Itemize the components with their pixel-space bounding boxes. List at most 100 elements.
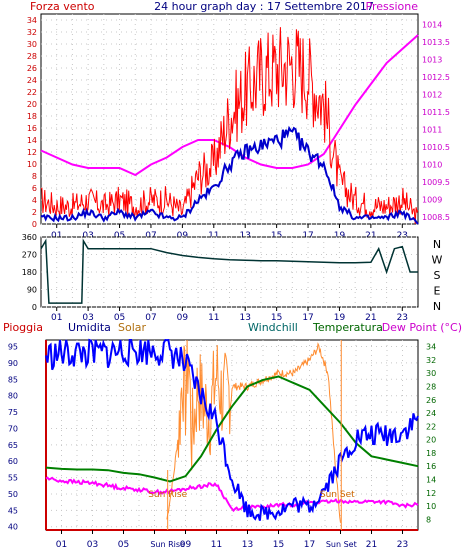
humidity-label: Umidita — [68, 321, 111, 334]
wind-tick-label: 32 — [27, 28, 37, 37]
degree-tick-label: 270 — [22, 251, 37, 260]
x-tick-label: 21 — [365, 313, 376, 323]
x-tick-label: 17 — [302, 231, 313, 241]
x-tick-label: 23 — [397, 231, 408, 241]
compass-tick-label: S — [434, 269, 441, 282]
x-tick-label: 09 — [180, 540, 192, 550]
x-tick-label: 07 — [145, 313, 156, 323]
temperature-tick-label: 34 — [426, 343, 436, 352]
panel-humidity-temperature: Pioggia Umidita Solar Windchill Temperat… — [3, 321, 462, 550]
temperature-tick-label: 32 — [426, 356, 436, 365]
wind-tick-label: 30 — [27, 40, 37, 49]
wind-tick-label: 26 — [27, 64, 37, 73]
sunrise-label: Sun Rise — [148, 490, 187, 500]
windchill-label: Windchill — [248, 321, 298, 334]
compass-tick-label: N — [433, 300, 441, 313]
dewpoint-line — [45, 476, 419, 513]
x-tick-label: 09 — [177, 313, 189, 323]
humidity-tick-label: 80 — [8, 392, 18, 401]
wind-direction-line — [40, 238, 418, 304]
compass-tick-label: W — [432, 254, 443, 267]
x-tick-label: 11 — [208, 313, 219, 323]
compass-tick-label: E — [434, 285, 441, 298]
dewpoint-label: Dew Point (°C) — [382, 321, 462, 334]
sunset-axis-label: Sun Set — [326, 540, 357, 549]
x-tick-label: 21 — [365, 231, 376, 241]
humidity-tick-label: 75 — [8, 408, 18, 417]
degree-tick-label: 180 — [22, 268, 37, 277]
pressure-tick-label: 1011 — [422, 126, 442, 135]
humidity-tick-label: 65 — [8, 441, 18, 450]
direction-x-axis-ticks: 01 03 05 07 09 11 13 15 17 19 21 23 — [51, 307, 408, 323]
temperature-tick-label: 14 — [426, 476, 436, 485]
humidity-tick-label: 45 — [8, 506, 18, 515]
wind-tick-label: 8 — [32, 172, 37, 181]
degree-tick-label: 90 — [27, 286, 37, 295]
chart-title: 24 hour graph day : 17 Settembre 2017 — [154, 0, 374, 13]
temperature-label: Temperatura — [312, 321, 383, 334]
pressure-tick-label: 1013 — [422, 56, 442, 65]
wind-tick-label: 12 — [27, 148, 37, 157]
pressure-tick-label: 1009 — [422, 196, 442, 205]
x-tick-label: 13 — [242, 540, 253, 550]
x-tick-label: 19 — [334, 313, 346, 323]
humidity-tick-label: 55 — [8, 474, 18, 483]
x-tick-label: 15 — [273, 540, 284, 550]
wind-tick-label: 2 — [32, 208, 37, 217]
wind-tick-label: 24 — [27, 76, 37, 85]
wind-tick-label: 22 — [27, 88, 37, 97]
humidity-tick-label: 40 — [8, 523, 18, 532]
temperature-tick-label: 12 — [426, 489, 436, 498]
temperature-tick-label: 20 — [426, 436, 436, 445]
pressure-line — [40, 34, 419, 177]
pressure-tick-label: 1012.5 — [422, 73, 450, 82]
degree-tick-label: 360 — [22, 233, 37, 242]
solar-line — [166, 339, 341, 523]
temperature-tick-label: 26 — [426, 396, 436, 405]
pressure-axis-ticks: 1008.5 1009 1009.5 1010 1010.5 1011 1011.5 1012… — [422, 21, 450, 223]
humidity-tick-label: 95 — [8, 343, 18, 352]
humidity-tick-label: 50 — [8, 490, 18, 499]
degree-tick-label: 0 — [32, 303, 37, 312]
temperature-tick-label: 30 — [426, 369, 436, 378]
wind-tick-label: 0 — [32, 220, 37, 229]
x-tick-label: 07 — [145, 231, 156, 241]
humidity-tick-label: 60 — [8, 457, 18, 466]
x-tick-label: 11 — [208, 231, 219, 241]
x-tick-label: 01 — [51, 313, 62, 323]
temperature-tick-label: 8 — [426, 515, 431, 524]
rain-label: Pioggia — [3, 321, 43, 334]
x-tick-label: 03 — [87, 540, 98, 550]
x-tick-label: 13 — [239, 313, 250, 323]
wind-tick-label: 16 — [27, 124, 37, 133]
wind-x-axis-ticks: 01 03 05 07 09 11 13 15 17 19 21 23 — [51, 224, 408, 241]
temperature-tick-label: 22 — [426, 422, 436, 431]
x-tick-label: 05 — [114, 313, 125, 323]
panel-direction-grid — [41, 236, 418, 308]
x-tick-label: 01 — [56, 540, 67, 550]
wind-label: Forza vento — [30, 0, 95, 13]
compass-tick-label: N — [433, 238, 441, 251]
humidity-tick-label: 90 — [8, 359, 18, 368]
pressure-tick-label: 1014 — [422, 21, 442, 30]
temperature-axis-ticks: 8 10 12 14 16 18 20 22 24 26 28 30 32 34 — [426, 343, 436, 525]
pressure-tick-label: 1009.5 — [422, 178, 450, 187]
pressure-label: Pressione — [366, 0, 419, 13]
x-tick-label: 17 — [304, 540, 315, 550]
temperature-tick-label: 10 — [426, 502, 436, 511]
wind-gust-line — [40, 27, 419, 225]
x-tick-label: 01 — [51, 231, 62, 241]
wind-tick-label: 4 — [32, 196, 37, 205]
x-tick-label: 11 — [211, 540, 222, 550]
pressure-tick-label: 1012 — [422, 91, 442, 100]
x-tick-label: 17 — [302, 313, 313, 323]
x-tick-label: 03 — [82, 313, 93, 323]
x-tick-label: 23 — [397, 313, 408, 323]
direction-degree-ticks: 0 90 180 270 360 — [22, 233, 37, 312]
pressure-tick-label: 1010.5 — [422, 143, 450, 152]
